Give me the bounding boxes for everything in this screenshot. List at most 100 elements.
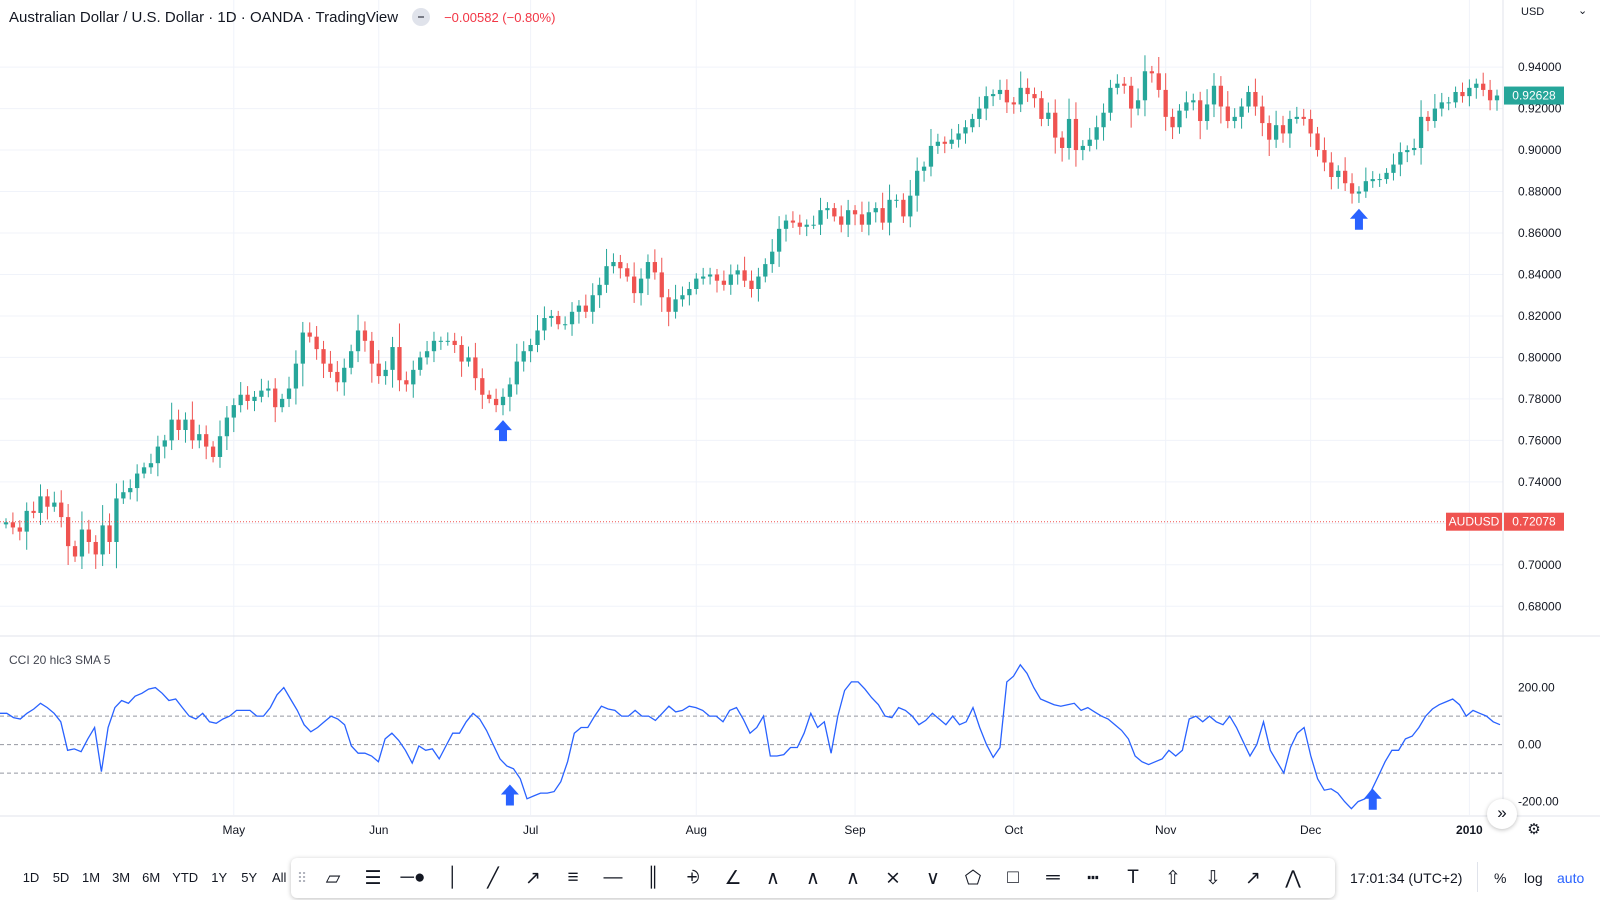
range-1m[interactable]: 1M	[82, 870, 101, 885]
rectangle-icon[interactable]: □	[1007, 867, 1019, 888]
candle-body	[10, 522, 16, 528]
currency-label[interactable]: USD	[1521, 6, 1545, 18]
candles-icon[interactable]: ⨮	[686, 867, 700, 888]
candle-body	[162, 440, 167, 447]
candle-body	[604, 266, 609, 285]
auto-toggle[interactable]: auto	[1557, 870, 1585, 886]
candle-body	[1239, 106, 1244, 117]
vertical-line-icon[interactable]: │	[447, 867, 459, 888]
symbol-price-label: 0.72078	[1512, 515, 1556, 529]
range-3m[interactable]: 3M	[112, 870, 131, 885]
polygon-icon[interactable]: ⬠	[964, 867, 982, 889]
source-label: OANDA	[249, 8, 303, 26]
arrow-up-icon[interactable]: ⇧	[1165, 867, 1181, 889]
candle-body	[397, 347, 402, 381]
candle-body	[1425, 116, 1431, 122]
price-range-icon[interactable]: ═	[1046, 867, 1060, 888]
date-range-icon[interactable]: ┅	[1087, 867, 1099, 889]
wy-pattern-icon[interactable]: ∨	[926, 867, 940, 889]
candle-body	[1481, 83, 1486, 90]
candle-body	[107, 525, 112, 542]
candle-body	[949, 139, 954, 144]
pattern-15-icon[interactable]: ∧	[766, 867, 780, 889]
symbol-title[interactable]: Australian Dollar / U.S. Dollar	[9, 8, 205, 26]
candle-body	[576, 305, 582, 312]
candle-body	[1218, 85, 1224, 107]
price-axis-label: 0.88000	[1518, 185, 1562, 199]
fib-retracement-icon[interactable]: ☰	[364, 867, 382, 889]
interval-label[interactable]: 1D	[217, 8, 237, 26]
candle-body	[549, 315, 554, 319]
candle-body	[1453, 91, 1458, 103]
candle-body	[1156, 73, 1161, 90]
candle-body	[266, 388, 271, 391]
fan-icon[interactable]: ∠	[724, 867, 742, 889]
arrow-down-icon[interactable]: ⇩	[1205, 867, 1221, 889]
candle-body	[1384, 172, 1389, 180]
log-toggle[interactable]: log	[1524, 870, 1543, 886]
pattern-ac-icon[interactable]: ∧	[806, 867, 820, 889]
candle-body	[990, 94, 996, 97]
collapse-legend-icon[interactable]	[412, 8, 431, 26]
indicator-title[interactable]: CCI 20 hlc3 SMA 5	[9, 653, 111, 667]
horizontal-line-icon[interactable]: —	[603, 867, 623, 888]
range-5d[interactable]: 5D	[52, 870, 70, 885]
text-icon[interactable]: T	[1127, 867, 1139, 888]
candle-body	[1363, 181, 1368, 192]
range-5y[interactable]: 5Y	[241, 870, 258, 885]
head-shoulders-icon[interactable]: ⋀	[1285, 867, 1301, 889]
candle-body	[141, 467, 147, 474]
vertical-lines-icon[interactable]: ║	[646, 867, 660, 888]
candle-body	[480, 378, 485, 395]
price-axis-label: 0.80000	[1518, 350, 1562, 364]
candle-body	[1018, 87, 1023, 105]
time-axis-label: Jun	[369, 823, 388, 837]
time-axis-label: May	[222, 823, 245, 837]
candle-body	[279, 398, 285, 408]
candle-body	[714, 274, 720, 281]
candle-body	[1025, 87, 1030, 95]
range-1d[interactable]: 1D	[22, 870, 40, 885]
horizontal-ray-icon[interactable]: ─●	[400, 867, 426, 888]
candle-body	[3, 522, 9, 525]
candle-body	[1232, 116, 1237, 122]
candle-body	[1011, 102, 1016, 105]
candle-body	[59, 502, 64, 518]
range-1y[interactable]: 1Y	[211, 870, 228, 885]
candle-body	[1315, 133, 1320, 151]
pattern-ae-icon[interactable]: ∧	[846, 867, 860, 889]
clock[interactable]: 17:01:34 (UTC+2)	[1350, 870, 1463, 886]
candle-body	[24, 510, 29, 532]
range-ytd[interactable]: YTD	[172, 870, 199, 885]
range-6m[interactable]: 6M	[142, 870, 161, 885]
trend-line-icon[interactable]: ╱	[487, 867, 499, 889]
candle-body	[452, 340, 457, 345]
expand-pane-icon[interactable]: »	[1487, 799, 1517, 829]
candle-body	[1059, 137, 1065, 148]
parallel-channel-icon[interactable]: ▱	[325, 867, 341, 889]
candle-body	[86, 529, 91, 542]
chart-header: Australian Dollar / U.S. Dollar · 1D · O…	[9, 8, 555, 26]
ray-icon[interactable]: ↗	[525, 867, 541, 889]
candle-body	[1467, 87, 1472, 97]
arrow-marker-icon[interactable]: ↗	[1245, 867, 1261, 889]
candle-body	[977, 108, 982, 119]
horizontal-lines-icon[interactable]: ≡	[567, 867, 579, 888]
candle-body	[1225, 106, 1230, 122]
drag-handle-icon[interactable]: ⠿	[296, 869, 308, 886]
candle-body	[342, 367, 347, 383]
candle-body	[1432, 108, 1438, 122]
candle-body	[590, 295, 595, 312]
candle-body	[328, 363, 333, 372]
candle-body	[1377, 179, 1382, 181]
range-all[interactable]: All	[271, 870, 287, 885]
percent-toggle[interactable]: %	[1494, 870, 1507, 886]
candle-body	[500, 396, 506, 406]
xabcd-pattern-icon[interactable]: ⨯	[885, 867, 901, 889]
candle-body	[749, 280, 754, 289]
candle-body	[1039, 98, 1044, 119]
candle-body	[956, 133, 961, 140]
chevron-down-icon[interactable]: ⌄	[1578, 5, 1588, 17]
candle-body	[707, 274, 713, 277]
